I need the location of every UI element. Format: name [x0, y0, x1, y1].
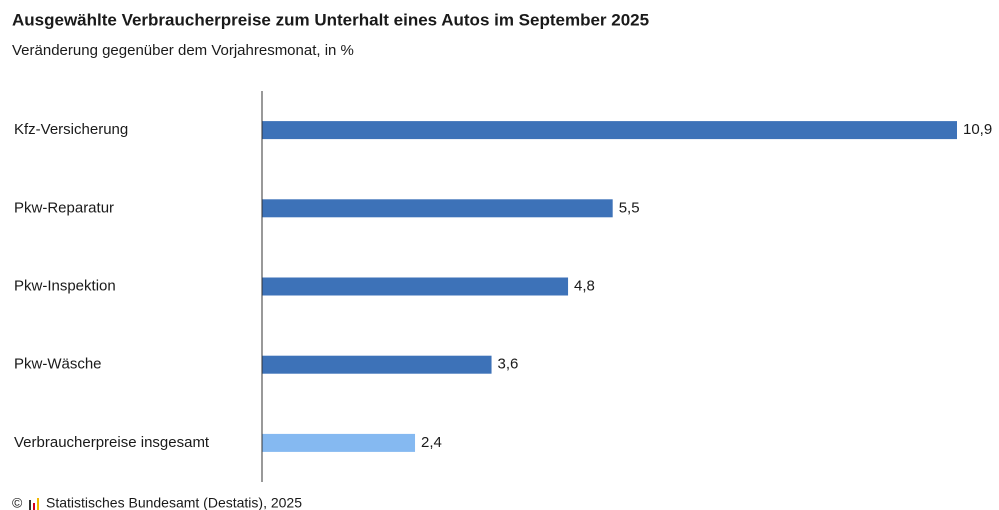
bar — [262, 355, 492, 374]
value-label: 2,4 — [421, 434, 442, 451]
chart-title: Ausgewählte Verbraucherpreise zum Unterh… — [12, 10, 649, 29]
category-label: Pkw-Wäsche — [14, 356, 102, 373]
value-label: 3,6 — [498, 356, 519, 373]
source: Statistisches Bundesamt (Destatis), 2025 — [46, 495, 302, 510]
copyright: © — [12, 495, 23, 510]
bar — [262, 277, 569, 296]
value-label: 5,5 — [619, 199, 640, 216]
category-label: Kfz-Versicherung — [14, 121, 128, 138]
chart-subtitle: Veränderung gegenüber dem Vorjahresmonat… — [12, 42, 354, 59]
category-label: Pkw-Reparatur — [14, 199, 114, 216]
value-label: 10,9 — [963, 121, 992, 138]
value-label: 4,8 — [574, 277, 595, 294]
category-label: Pkw-Inspektion — [14, 277, 116, 294]
category-label: Verbraucherpreise insgesamt — [14, 434, 210, 451]
bar — [262, 121, 957, 140]
bar — [262, 199, 613, 218]
logo — [29, 498, 39, 510]
bar — [262, 433, 416, 452]
